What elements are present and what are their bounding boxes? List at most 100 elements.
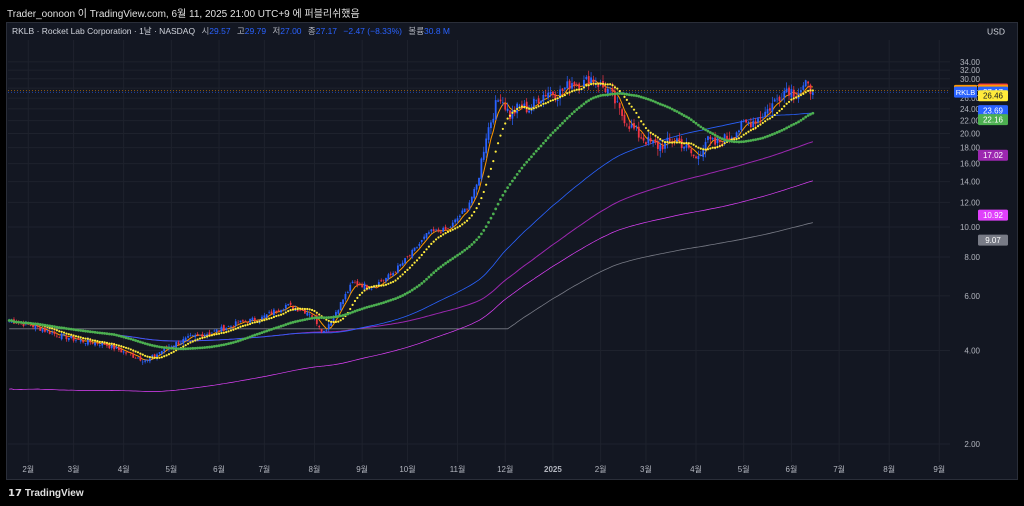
candle [745, 119, 747, 124]
candle-body [466, 208, 468, 210]
ma-yellow-dot [587, 84, 590, 87]
ma-yellow-dot [310, 308, 314, 312]
ma-yellow-dot [566, 92, 569, 95]
candle-body [611, 88, 614, 92]
candle-body [659, 144, 662, 151]
ma-yellow-dot [733, 138, 736, 141]
ma-yellow-dot [294, 307, 297, 311]
y-tick-label: 4.00 [964, 347, 980, 356]
candle-body [523, 103, 526, 107]
candle-body [261, 316, 263, 321]
candle [535, 99, 538, 104]
candle-body [351, 281, 354, 283]
ma-green-dot [327, 316, 331, 319]
ma-yellow-dot [637, 116, 640, 119]
candle-body [566, 81, 569, 89]
candle-body [647, 136, 650, 144]
ma-green-dot [14, 320, 18, 324]
candle [573, 81, 576, 89]
ma-green-dot [439, 265, 443, 269]
y-tick-label: 18.00 [960, 144, 981, 153]
ma-yellow-dot [215, 333, 218, 336]
candle [587, 70, 590, 90]
candle [239, 320, 242, 323]
ma-yellow-dot [685, 141, 688, 145]
ma-yellow-dot [737, 137, 741, 140]
ma-green-dot [324, 316, 328, 320]
candle-body [244, 321, 247, 322]
candle-body [282, 309, 285, 310]
candle-body [792, 89, 795, 97]
candle [525, 98, 528, 114]
ma-yellow-dot [256, 320, 259, 324]
candle-body [354, 282, 356, 284]
candle [504, 97, 507, 112]
candle-body [401, 262, 404, 266]
candle-body [568, 80, 571, 89]
candle [408, 254, 411, 258]
ma-green-dot [189, 347, 192, 350]
candle-body [811, 92, 814, 95]
ma-green-dot [279, 324, 283, 328]
candle-body [656, 141, 659, 149]
candle [692, 154, 695, 159]
ma-yellow-dot [72, 334, 75, 337]
ma-green-dot [484, 225, 488, 229]
ma-green-dot [756, 137, 760, 141]
candle [382, 279, 385, 283]
legend-close: 27.17 [316, 26, 338, 36]
candle [616, 96, 619, 104]
ma-yellow-dot [582, 86, 586, 89]
candle-body [96, 343, 99, 344]
price-label-text: 22.16 [983, 116, 1004, 125]
ma-yellow-dot [630, 105, 633, 108]
candle-body [463, 208, 466, 213]
ma-green-dot [105, 332, 109, 336]
candle-body [146, 360, 149, 361]
tradingview-logo[interactable]: 𝟭𝟳 TradingView [8, 488, 84, 499]
candle [635, 125, 638, 131]
candle-body [625, 124, 628, 126]
candle-body [528, 110, 530, 113]
ma-yellow-dot [251, 321, 254, 325]
ma-yellow-dot [332, 320, 335, 324]
ma-yellow-dot [91, 339, 94, 342]
ma-green-dot [477, 235, 481, 239]
candle [423, 234, 426, 241]
price-label: 9.07 [978, 234, 1008, 246]
ma-yellow-dot [148, 356, 151, 359]
ma-green-dot [415, 285, 419, 289]
ma-orange-line [9, 79, 813, 361]
candle-body [535, 99, 538, 101]
candle-body [72, 335, 75, 341]
ma-green-dot [53, 325, 56, 329]
ma-green-dot [79, 329, 83, 332]
ma-yellow-dot [425, 248, 428, 251]
candle [242, 319, 244, 322]
candle-body [356, 281, 359, 286]
ma-green-dot [565, 116, 569, 120]
candle-body [583, 79, 585, 88]
ma-green-dot [372, 303, 376, 307]
x-tick-label: 3월 [68, 464, 80, 474]
ma-green-dot [475, 238, 479, 242]
ma-yellow-dot [480, 196, 483, 200]
currency-button[interactable]: USD [982, 25, 1010, 38]
ma-yellow-dot [790, 98, 793, 101]
ma-yellow-dot [315, 311, 318, 314]
price-label: 10.92 [978, 209, 1008, 221]
ma-green-dot [60, 326, 64, 330]
legend-change: −2.47 (−8.33%) [343, 26, 402, 36]
candle [213, 329, 216, 332]
candle [614, 84, 616, 109]
price-label-box [978, 234, 1008, 246]
candle [46, 329, 49, 333]
candle-body [473, 188, 476, 199]
candle-body [482, 151, 485, 160]
candle-body [776, 98, 779, 100]
ma-green-dot [26, 321, 30, 325]
ma-yellow-dot [525, 106, 528, 110]
ma-green-dot [770, 133, 774, 136]
ma-green-dot [363, 306, 366, 310]
